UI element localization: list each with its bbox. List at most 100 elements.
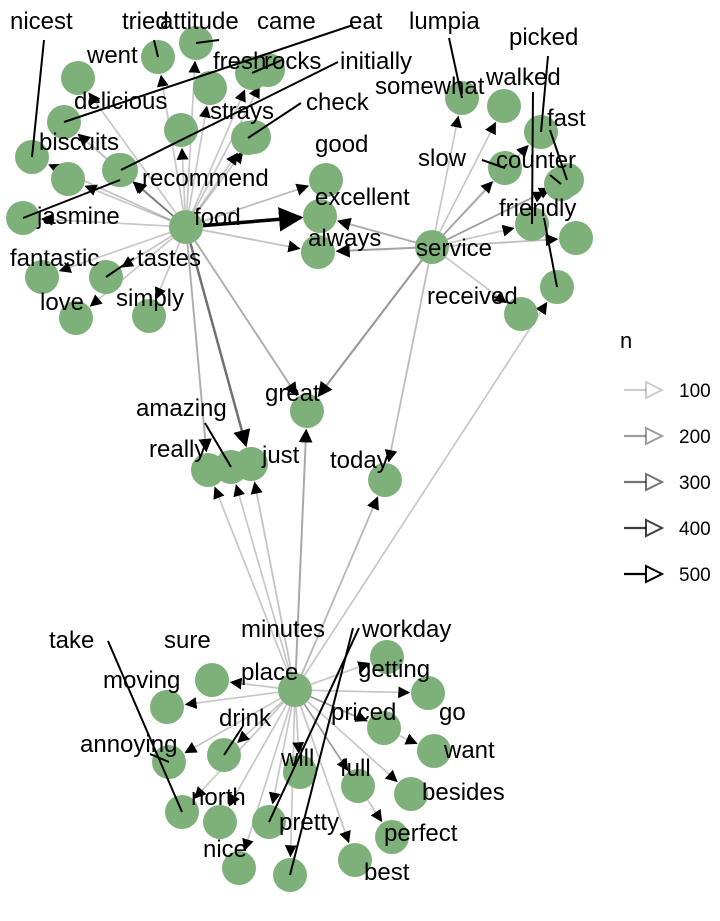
legend-label-400: 400 — [679, 519, 711, 540]
node-food[interactable] — [169, 210, 203, 244]
node-biscuits[interactable] — [51, 162, 85, 196]
node-full[interactable] — [341, 769, 375, 803]
node-label-recommend: recommend — [142, 165, 269, 192]
node-label-biscuits: biscuits — [39, 129, 119, 156]
edge-food-to-check — [195, 152, 238, 214]
node-best[interactable] — [338, 843, 372, 877]
node-getting[interactable] — [370, 640, 404, 674]
node-label-moving: moving — [103, 667, 180, 694]
node-fresh[interactable] — [193, 71, 227, 105]
edge-place-to-besides — [307, 700, 398, 783]
leader-line-check — [247, 102, 302, 139]
edge-place-to-north — [228, 704, 288, 807]
node-label-rocks: rocks — [264, 48, 321, 75]
node-label-drink: drink — [219, 705, 272, 732]
node-priced[interactable] — [367, 711, 401, 745]
edge-place-to-just — [250, 481, 293, 674]
node-label-came: came — [257, 8, 316, 35]
edge-food-to-good — [201, 183, 310, 223]
edge-place-to-pretty — [268, 706, 293, 805]
node-label-besides: besides — [422, 779, 505, 806]
leader-line-fast — [549, 129, 568, 181]
node-love[interactable] — [59, 301, 93, 335]
legend-title: n — [620, 328, 632, 353]
edge-place-to-best — [299, 705, 351, 844]
edge-place-to-really — [213, 486, 290, 675]
node-label-tried: tried — [122, 8, 169, 35]
node-will[interactable] — [283, 755, 317, 789]
node-label-pretty: pretty — [279, 809, 339, 836]
edge-service-to-great — [317, 259, 423, 398]
node-sure[interactable] — [195, 663, 229, 697]
edge-service-to-somewhat — [438, 121, 497, 233]
node-good[interactable] — [309, 163, 343, 197]
leader-line-tried — [153, 39, 159, 58]
edge-place-to-amazing — [233, 484, 292, 674]
node-label-slow: slow — [418, 145, 467, 172]
node-label-walked: walked — [485, 64, 561, 91]
edge-service-to-friendly — [448, 233, 559, 247]
node-label-go: go — [439, 699, 466, 726]
node-label-love: love — [40, 289, 84, 316]
legend-arrowhead-200 — [645, 426, 665, 446]
node-perfect[interactable] — [375, 820, 409, 854]
edge-food-to-love — [89, 237, 174, 307]
leader-line-minutes — [289, 627, 354, 876]
node-label-annoying: annoying — [80, 731, 177, 758]
node-label-minutes: minutes — [241, 616, 325, 643]
node-go[interactable] — [411, 676, 445, 710]
node-label-eat: eat — [349, 8, 383, 35]
node-label-food: food — [194, 204, 241, 231]
node-want[interactable] — [417, 734, 451, 768]
legend-item-500: 500 — [624, 564, 711, 586]
node-fantastic[interactable] — [25, 260, 59, 294]
node-label-really: really — [149, 436, 206, 463]
node-label-getting: getting — [358, 656, 430, 683]
node-went[interactable] — [61, 61, 95, 95]
node-nice[interactable] — [222, 851, 256, 885]
node-always[interactable] — [301, 235, 335, 269]
node-strays[interactable] — [164, 113, 198, 147]
edge-service-to-always — [335, 243, 416, 258]
leader-line-attitude — [195, 39, 220, 44]
edge-service-to-walked — [448, 224, 515, 245]
edge-food-to-just — [189, 243, 251, 448]
edge-food-to-jasmine — [40, 213, 170, 227]
edge-service-to-counter — [446, 191, 546, 241]
node-label-always: always — [308, 225, 381, 252]
legend-item-400: 400 — [624, 518, 711, 540]
node-label-want: want — [443, 737, 495, 764]
node-moving[interactable] — [150, 690, 184, 724]
legend-label-100: 100 — [679, 381, 711, 402]
node-label-just: just — [261, 442, 300, 469]
node-label-north: north — [191, 784, 246, 811]
leader-line-initially — [120, 61, 339, 171]
node-friendly[interactable] — [559, 221, 593, 255]
edge-place-to-annoying — [184, 697, 281, 754]
node-north[interactable] — [203, 805, 237, 839]
node-label-nicest: nicest — [10, 8, 73, 35]
node-today[interactable] — [368, 463, 402, 497]
edges-layer — [40, 60, 559, 858]
node-excellent[interactable] — [303, 199, 337, 233]
legend-items: 100 200 300 400 500 — [624, 380, 711, 586]
edge-service-to-excellent — [337, 217, 416, 244]
node-besides[interactable] — [394, 777, 428, 811]
node-service[interactable] — [415, 230, 449, 264]
node-label-good: good — [315, 131, 368, 158]
edge-food-to-fantastic — [58, 231, 171, 273]
node-label-amazing: amazing — [136, 395, 227, 422]
node-great[interactable] — [290, 394, 324, 428]
legend-label-500: 500 — [679, 565, 711, 586]
legend: n 100 200 300 400 500 — [620, 328, 711, 586]
node-somewhat[interactable] — [487, 89, 521, 123]
node-place[interactable] — [278, 673, 312, 707]
edge-place-to-sure — [229, 677, 279, 690]
leader-line-workday — [268, 627, 360, 823]
node-label-jasmine: jasmine — [36, 203, 120, 230]
node-simply[interactable] — [132, 299, 166, 333]
leader-line-drink — [223, 725, 244, 756]
node-received[interactable] — [504, 297, 538, 331]
node-label-great: great — [265, 380, 320, 407]
